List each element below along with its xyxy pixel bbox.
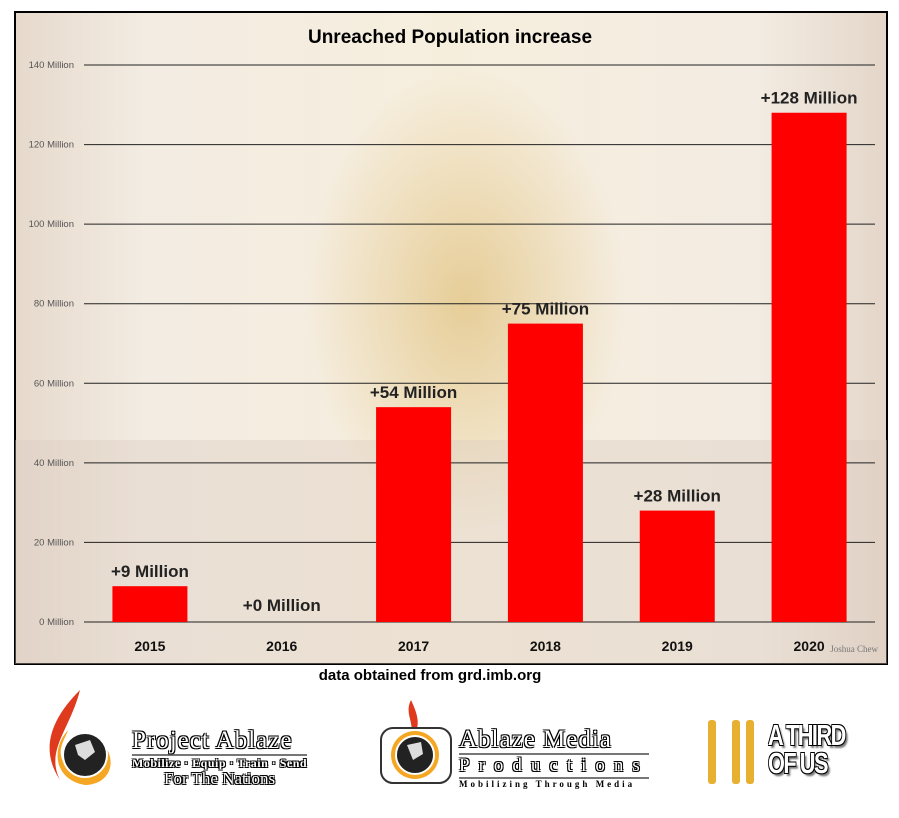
y-tick-label: 20 Million — [34, 537, 74, 548]
x-tick-label: 2015 — [134, 638, 165, 654]
y-tick-label: 0 Million — [39, 617, 74, 628]
bar-2018 — [507, 323, 583, 622]
logo-tagline: Mobilizing Through Media — [459, 779, 636, 789]
x-tick-label: 2018 — [530, 638, 561, 654]
y-tick-label: 60 Million — [34, 378, 74, 389]
x-tick-label: 2017 — [398, 638, 429, 654]
bar-chart: Unreached Population increase 0 Million 2… — [14, 11, 888, 665]
data-label: +28 Million — [634, 487, 721, 506]
ablaze-media-camera-icon — [380, 700, 452, 784]
a-third-of-us-logo: A THIRD OF US — [768, 720, 846, 780]
y-tick-label: 140 Million — [29, 60, 74, 71]
source-note: data obtained from grd.imb.org — [318, 667, 542, 684]
logo-line1: A THIRD — [768, 720, 846, 752]
x-tick-label: 2016 — [266, 638, 297, 654]
data-label: +54 Million — [370, 383, 457, 402]
bar-2020 — [771, 112, 847, 622]
project-ablaze-logo: Project Ablaze Mobilize · Equip · Train … — [132, 727, 308, 788]
logo-title: Ablaze Media — [459, 726, 612, 753]
y-tick-label: 40 Million — [34, 458, 74, 469]
photo-credit: Joshua Chew — [830, 644, 878, 654]
logo-tagline2: For The Nations — [163, 769, 276, 788]
y-tick-label: 120 Million — [29, 140, 74, 151]
chart-title: Unreached Population increase — [308, 27, 592, 48]
project-ablaze-flame-globe-icon — [49, 690, 111, 785]
y-tick-label: 100 Million — [29, 219, 74, 230]
bar-2015 — [112, 586, 188, 622]
logo-title: Project Ablaze — [132, 727, 308, 756]
logo-line2: OF US — [768, 748, 828, 780]
data-label: +0 Million — [243, 596, 321, 615]
logo-subtitle: Productions — [459, 753, 649, 779]
a-third-of-us-bars-icon — [708, 720, 754, 784]
bar-2019 — [639, 510, 715, 622]
logo-tagline: Mobilize · Equip · Train · Send — [132, 756, 308, 770]
x-tick-label: 2020 — [794, 638, 825, 654]
data-label: +75 Million — [502, 300, 589, 319]
data-label: +128 Million — [761, 89, 858, 108]
x-tick-label: 2019 — [662, 638, 693, 654]
data-label: +9 Million — [111, 562, 189, 581]
y-tick-label: 80 Million — [34, 299, 74, 310]
ablaze-media-logo: Ablaze Media Productions Mobilizing Thro… — [459, 727, 649, 789]
bar-2017 — [376, 407, 452, 622]
